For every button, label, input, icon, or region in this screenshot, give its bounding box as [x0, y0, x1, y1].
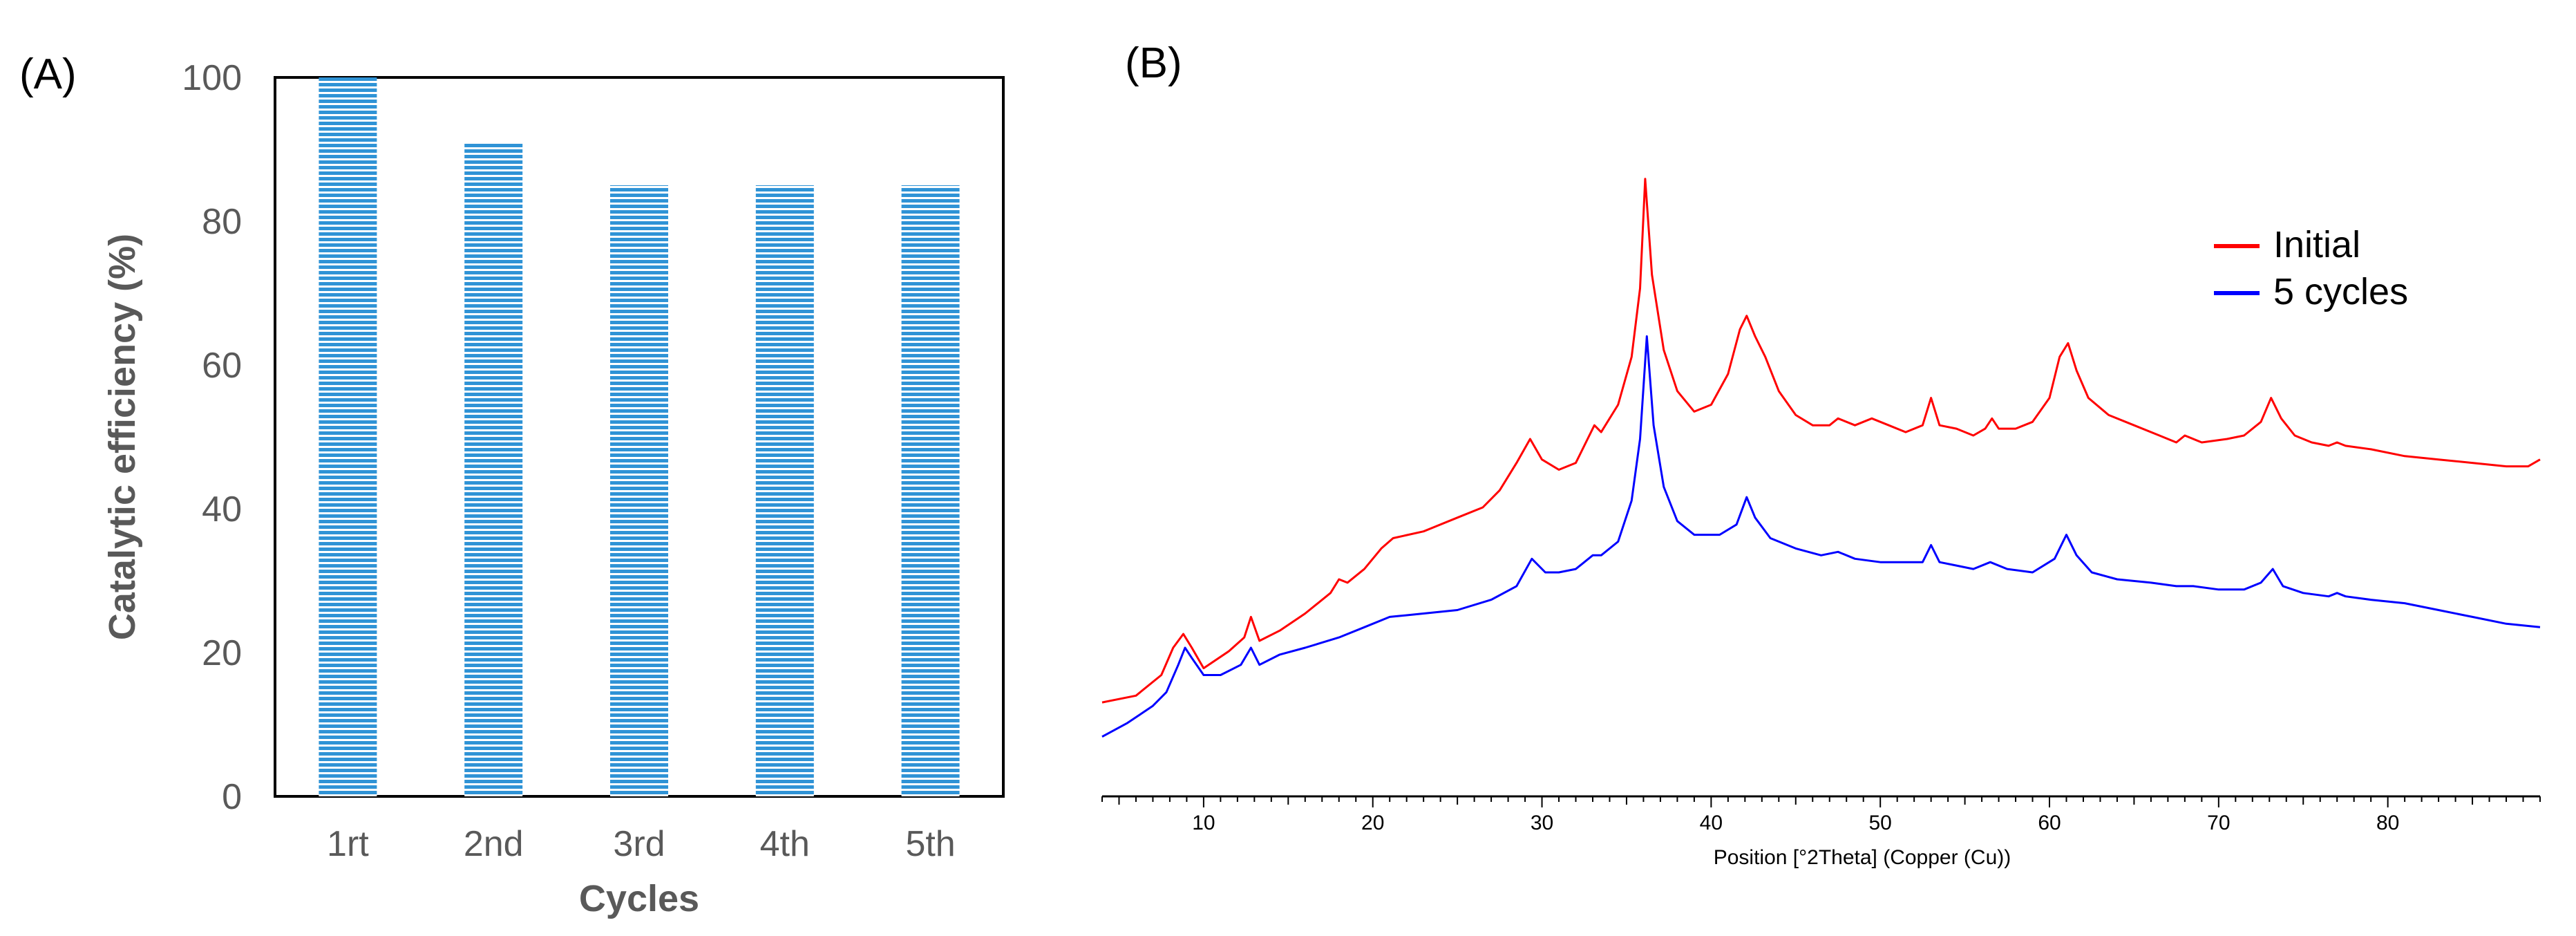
chart-a-y-tick-label: 20: [202, 633, 242, 673]
chart-a-y-tick-label: 40: [202, 489, 242, 530]
chart-b-x-tick-label: 10: [1192, 812, 1215, 834]
chart-b: 10 20 30 40 50 60 70 80 Position [°2Theta] (Cop…: [1101, 178, 2541, 869]
chart-b-x-tick-label: 70: [2207, 812, 2230, 834]
chart-a-y-tick-label: 60: [202, 346, 242, 386]
legend-label-initial: Initial: [2273, 224, 2360, 265]
chart-a-x-axis-title: Cycles: [579, 878, 699, 919]
chart-a-x-tick-label: 2nd: [464, 824, 524, 864]
chart-a: 0 20 40 60 80 100 1rt 2nd 3rd 4th 5th Catalytic e…: [102, 58, 1005, 919]
chart-b-series-line: [1101, 178, 2541, 704]
chart-a-y-tick-label: 80: [202, 202, 242, 242]
panel-a-label: (A): [19, 50, 77, 98]
chart-a-y-tick-label: 0: [222, 777, 242, 817]
chart-b-x-tick-label: 30: [1531, 812, 1553, 834]
chart-b-legend: Initial 5 cycles: [2214, 224, 2408, 312]
chart-b-x-tick-label: 60: [2038, 812, 2061, 834]
panel-b-label: (B): [1125, 39, 1182, 87]
chart-b-x-axis-title: Position [°2Theta] (Copper (Cu)): [1714, 846, 2011, 869]
chart-b-series-line: [1101, 335, 2541, 738]
chart-b-x-tick-label: 80: [2376, 812, 2399, 834]
chart-a-bar: [610, 185, 668, 796]
chart-b-x-tick-label: 40: [1700, 812, 1723, 834]
chart-a-bar: [901, 185, 960, 796]
chart-a-x-tick-label: 4th: [760, 824, 810, 864]
legend-label-5-cycles: 5 cycles: [2273, 271, 2408, 312]
chart-b-x-tick-label: 50: [1869, 812, 1892, 834]
chart-b-x-tick-label: 20: [1361, 812, 1384, 834]
chart-a-bar: [464, 142, 523, 797]
chart-a-x-tick-label: 3rd: [613, 824, 665, 864]
chart-a-y-axis-title: Catalytic efficiency (%): [102, 234, 143, 640]
chart-a-bar: [755, 185, 814, 796]
chart-a-x-tick-label: 5th: [905, 824, 955, 864]
chart-a-x-tick-label: 1rt: [327, 824, 369, 864]
chart-a-bar: [319, 77, 377, 796]
chart-a-y-tick-label: 100: [182, 58, 242, 98]
